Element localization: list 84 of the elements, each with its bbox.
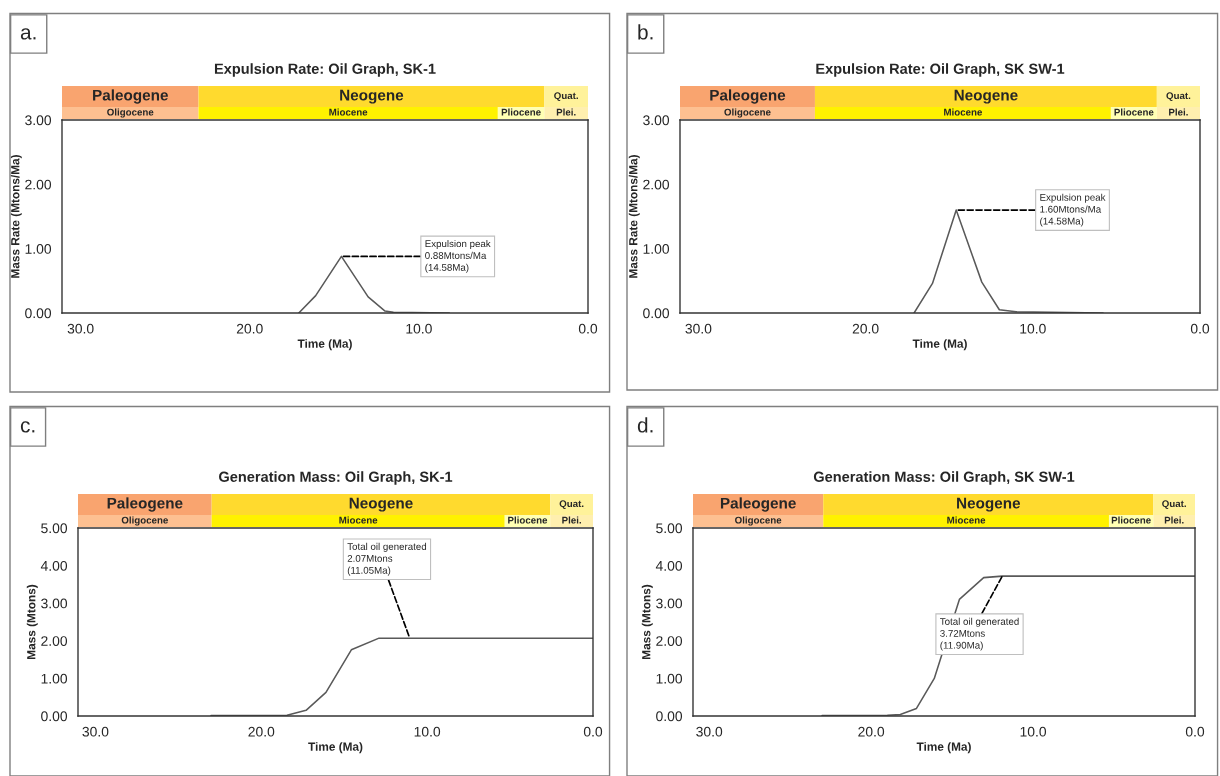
y-tick-label: 1.00: [656, 673, 683, 684]
text: Miocene: [944, 108, 983, 116]
x-tick-label: 0.0: [1190, 323, 1210, 334]
y-axis-title: Mass Rate (Mtons/Ma): [628, 155, 640, 278]
text: Plei.: [1169, 108, 1188, 116]
text: c.: [20, 421, 35, 433]
text: Neogene: [954, 89, 1018, 104]
chart-title: Generation Mass: Oil Graph, SK SW-1: [813, 471, 1075, 485]
y-tick-label: 2.00: [41, 636, 68, 646]
text: Plei.: [556, 108, 576, 116]
y-tick-label: 5.00: [41, 523, 68, 534]
y-axis-title: Mass Rate (Mtons/Ma): [10, 155, 22, 278]
y-axis-title: Mass (Mtons): [26, 584, 38, 659]
annotation: Expulsion peak 0.88Mtons/Ma (14.58Ma): [425, 239, 491, 273]
x-tick-label: 20.0: [248, 726, 275, 737]
x-axis-title: Time (Ma): [308, 742, 363, 754]
text: Paleogene: [710, 89, 786, 104]
chart-title: Generation Mass: Oil Graph, SK-1: [219, 471, 453, 485]
y-tick-label: 4.00: [40, 560, 68, 571]
x-tick-label: 30.0: [82, 726, 109, 737]
y-tick-label: 3.00: [41, 598, 68, 609]
y-tick-label: 0.00: [643, 308, 670, 319]
text: Quat.: [1162, 500, 1186, 509]
annotation: Expulsion peak 1.60Mtons/Ma (14.58Ma): [1040, 193, 1106, 227]
text: Plei.: [1164, 516, 1184, 524]
y-tick-label: 1.00: [25, 244, 52, 254]
x-axis-title: Time (Ma): [912, 339, 967, 351]
text: Oligocene: [735, 516, 782, 526]
y-tick-label: 2.00: [656, 636, 683, 646]
y-tick-label: 5.00: [656, 523, 683, 534]
text: a.: [20, 28, 36, 40]
y-tick-label: 3.00: [643, 115, 670, 126]
x-tick-label: 30.0: [696, 726, 723, 737]
chart-title: Expulsion Rate: Oil Graph, SK-1: [214, 63, 436, 77]
text: Quat.: [559, 500, 584, 509]
text: Miocene: [329, 108, 368, 116]
x-tick-label: 30.0: [67, 323, 94, 334]
text: Oligocene: [121, 516, 168, 526]
text: Quat.: [1166, 92, 1191, 101]
annotation: Total oil generated 3.72Mtons (11.90Ma): [940, 617, 1019, 651]
text: Neogene: [340, 89, 404, 104]
text: Paleogene: [720, 497, 796, 512]
y-tick-label: 4.00: [655, 560, 683, 571]
y-tick-label: 2.00: [643, 179, 670, 190]
text: Pliocene: [508, 516, 548, 524]
x-tick-label: 0.0: [1185, 726, 1205, 737]
x-tick-label: 20.0: [858, 726, 885, 737]
y-tick-label: 2.00: [25, 179, 52, 190]
y-tick-label: 0.00: [41, 711, 68, 722]
y-axis-title: Mass (Mtons): [641, 584, 653, 659]
x-tick-label: 0.0: [583, 726, 603, 737]
text: Oligocene: [107, 108, 154, 118]
text: Paleogene: [93, 89, 168, 104]
y-tick-label: 3.00: [25, 115, 52, 126]
text: Plei.: [562, 516, 581, 524]
x-tick-label: 30.0: [685, 323, 712, 334]
text: d.: [637, 417, 653, 433]
text: Paleogene: [107, 497, 183, 512]
chart-title: Expulsion Rate: Oil Graph, SK SW-1: [816, 63, 1065, 77]
y-tick-label: 1.00: [41, 673, 68, 684]
annotation: Total oil generated 2.07Mtons (11.05Ma): [347, 542, 427, 576]
text: Neogene: [957, 497, 1021, 512]
x-axis-title: Time (Ma): [297, 339, 352, 351]
x-tick-label: 10.0: [406, 323, 432, 334]
y-tick-label: 1.00: [643, 244, 670, 254]
y-tick-label: 0.00: [656, 711, 683, 722]
y-tick-label: 0.00: [25, 308, 52, 319]
x-tick-label: 0.0: [578, 323, 598, 334]
text: Oligocene: [724, 108, 771, 118]
x-tick-label: 20.0: [852, 323, 879, 334]
y-tick-label: 3.00: [656, 598, 683, 609]
text: Miocene: [947, 516, 986, 524]
text: Pliocene: [1111, 516, 1151, 524]
x-tick-label: 10.0: [1020, 323, 1046, 334]
text: Quat.: [554, 92, 578, 101]
text: Pliocene: [501, 108, 541, 116]
x-axis-title: Time (Ma): [916, 742, 971, 754]
x-tick-label: 10.0: [1020, 726, 1047, 737]
x-tick-label: 10.0: [414, 726, 441, 737]
text: Neogene: [349, 497, 413, 512]
text: Miocene: [339, 516, 378, 524]
x-tick-label: 20.0: [236, 323, 263, 334]
text: Pliocene: [1114, 108, 1154, 116]
text: b.: [638, 24, 653, 40]
